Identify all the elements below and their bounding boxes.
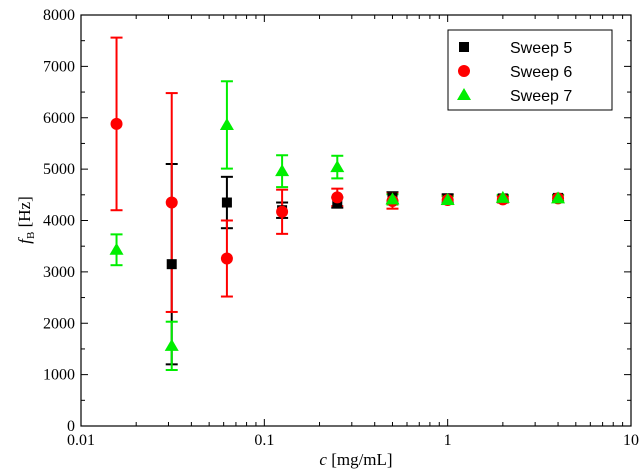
y-tick-label: 8000 [43, 7, 75, 24]
x-tick-label: 0.01 [67, 432, 95, 449]
y-tick-label: 5000 [43, 161, 75, 178]
data-point [495, 190, 510, 203]
data-point [440, 192, 455, 205]
legend-marker [458, 65, 470, 77]
data-point [219, 117, 234, 130]
data-point [110, 117, 123, 130]
legend-label: Sweep 6 [510, 64, 572, 81]
data-point [385, 192, 400, 205]
data-point [109, 242, 124, 255]
legend-marker [459, 42, 469, 52]
y-tick-label: 0 [67, 418, 75, 435]
axis-ticks [80, 14, 632, 427]
data-point [551, 191, 566, 204]
y-tick-label: 4000 [43, 213, 75, 230]
legend-label: Sweep 5 [510, 40, 572, 57]
data-markers [109, 117, 566, 351]
data-point [331, 191, 344, 204]
axis-tick-labels: 0 1000 2000 3000 4000 5000 6000 7000 8000 0.01 0.1… [43, 7, 639, 449]
data-point [165, 196, 178, 209]
legend-label: Sweep 7 [510, 88, 572, 105]
legend: Sweep 5 Sweep 6 Sweep 7 [447, 29, 613, 111]
data-point [220, 252, 233, 265]
y-tick-label: 6000 [43, 110, 75, 127]
y-tick-label: 7000 [43, 58, 75, 75]
legend-items: Sweep 5 Sweep 6 Sweep 7 [457, 40, 572, 105]
data-point [276, 205, 289, 218]
legend-box [447, 29, 613, 111]
x-tick-label: 1 [444, 432, 452, 449]
y-tick-label: 2000 [43, 315, 75, 332]
x-tick-label: 10 [623, 432, 639, 449]
x-tick-label: 0.1 [254, 432, 274, 449]
y-tick-label: 1000 [43, 367, 75, 384]
data-point [166, 259, 177, 270]
data-point [221, 197, 232, 208]
y-axis-label: fB [Hz] [15, 196, 37, 243]
legend-marker [457, 88, 471, 100]
y-tick-label: 3000 [43, 264, 75, 281]
data-point [164, 338, 179, 351]
x-axis-label: c [mg/mL] [319, 450, 392, 469]
data-point [275, 164, 290, 177]
data-point [330, 160, 345, 173]
